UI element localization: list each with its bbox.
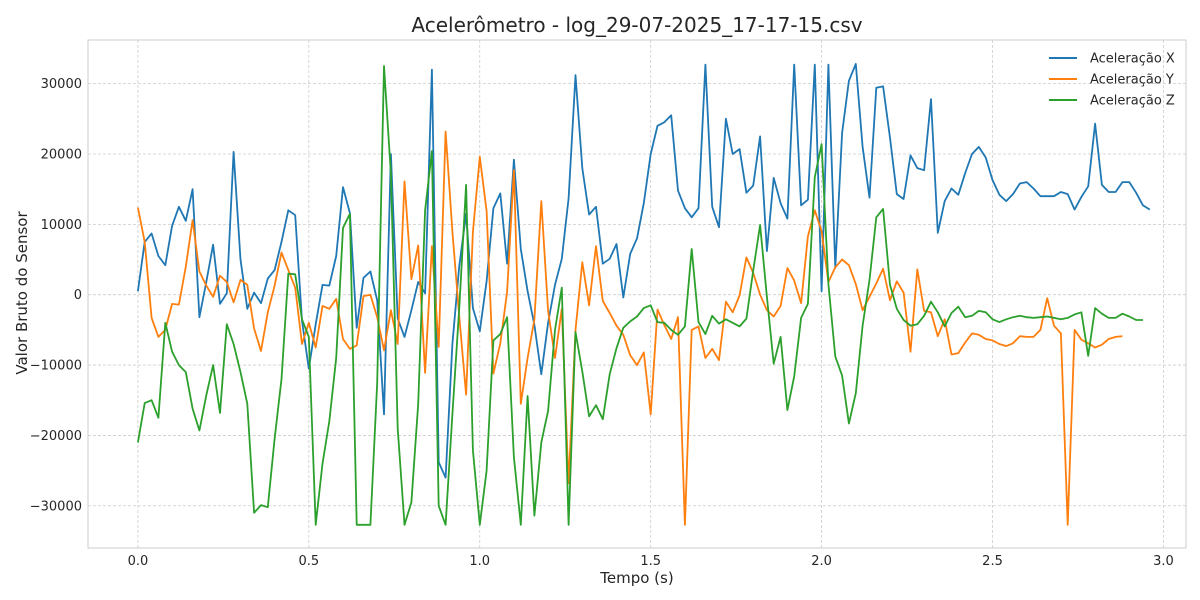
x-tick-label: 1.0 [469, 554, 490, 569]
x-tick-label: 2.5 [982, 554, 1003, 569]
x-axis-label: Tempo (s) [599, 569, 673, 587]
x-tick-label: 3.0 [1153, 554, 1174, 569]
series-line-acelera-o-y [137, 130, 1123, 526]
x-tick-label: 0.0 [128, 554, 149, 569]
y-tick-label: 20000 [41, 147, 82, 162]
y-tick-label: 30000 [41, 77, 82, 92]
series-line-acelera-o-z [137, 65, 1143, 526]
legend-label: Aceleração Y [1090, 73, 1174, 88]
y-tick-label: −20000 [30, 429, 82, 444]
y-tick-label: −30000 [30, 499, 82, 514]
y-tick-label: 10000 [41, 218, 82, 233]
series-line-acelera-o-x [137, 63, 1151, 479]
x-tick-label: 1.5 [640, 554, 661, 569]
x-tick-label: 2.0 [811, 554, 832, 569]
series-layer [137, 63, 1151, 526]
x-tick-label: 0.5 [298, 554, 319, 569]
y-tick-label: 0 [74, 288, 82, 303]
x-axis-ticks: 0.0 0.5 1.0 1.5 2.0 2.5 3.0 [128, 554, 1174, 569]
grid-lines [88, 40, 1186, 548]
y-axis-ticks: −30000 −20000 −10000 0 10000 20000 30000 [30, 77, 82, 514]
y-tick-label: −10000 [30, 359, 82, 374]
y-axis-label: Valor Bruto do Sensor [13, 211, 31, 375]
legend: Aceleração X Aceleração Y Aceleração Z [1049, 52, 1175, 109]
chart-title: Acelerômetro - log_29-07-2025_17-17-15.c… [411, 13, 862, 37]
legend-label: Aceleração X [1090, 52, 1175, 67]
legend-label: Aceleração Z [1090, 94, 1175, 109]
plot-area-frame [87, 39, 1187, 549]
